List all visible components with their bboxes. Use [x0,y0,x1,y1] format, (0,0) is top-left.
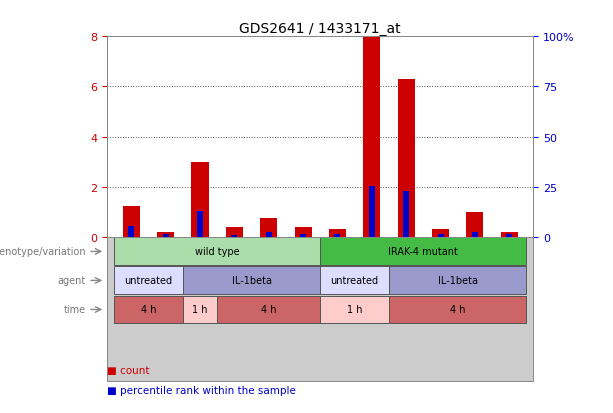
Bar [321,267,389,294]
Title: GDS2641 / 1433171_at: GDS2641 / 1433171_at [240,22,401,36]
Text: IL-1beta: IL-1beta [438,276,478,286]
Bar [266,232,272,237]
Text: 4 h: 4 h [450,305,465,315]
Bar [260,218,277,237]
Bar [369,186,375,237]
Text: 4 h: 4 h [141,305,156,315]
Text: 1 h: 1 h [192,305,208,315]
Bar [183,296,217,324]
Text: untreated: untreated [124,276,173,286]
Text: IL-1beta: IL-1beta [232,276,272,286]
Bar [114,267,183,294]
Bar [398,80,415,237]
Bar [403,191,409,237]
Bar [183,267,321,294]
Bar [191,162,208,237]
Bar [128,226,134,237]
Bar [197,211,203,237]
Bar [114,238,321,266]
Bar [389,296,527,324]
Text: agent: agent [58,276,86,286]
Text: 1 h: 1 h [347,305,362,315]
Bar [466,212,484,237]
Bar [438,235,444,237]
Bar [335,235,340,237]
Text: untreated: untreated [330,276,379,286]
Bar [389,267,527,294]
Bar [300,234,306,237]
Bar [107,237,533,381]
Text: time: time [64,305,86,315]
Bar [294,227,311,237]
Text: ■ percentile rank within the sample: ■ percentile rank within the sample [107,385,296,395]
Bar [432,230,449,237]
Bar [329,230,346,237]
Bar [162,234,169,237]
Bar [226,227,243,237]
Text: wild type: wild type [195,247,240,257]
Text: IRAK-4 mutant: IRAK-4 mutant [389,247,459,257]
Text: 4 h: 4 h [261,305,276,315]
Bar [364,37,381,237]
Text: genotype/variation: genotype/variation [0,247,86,257]
Bar [472,232,478,237]
Bar [506,235,512,237]
Bar [321,238,527,266]
Text: ■ count: ■ count [107,365,150,375]
Bar [501,232,518,237]
Bar [321,296,389,324]
Bar [217,296,321,324]
Bar [157,232,174,237]
Bar [231,235,237,237]
Bar [114,296,183,324]
Bar [123,206,140,237]
